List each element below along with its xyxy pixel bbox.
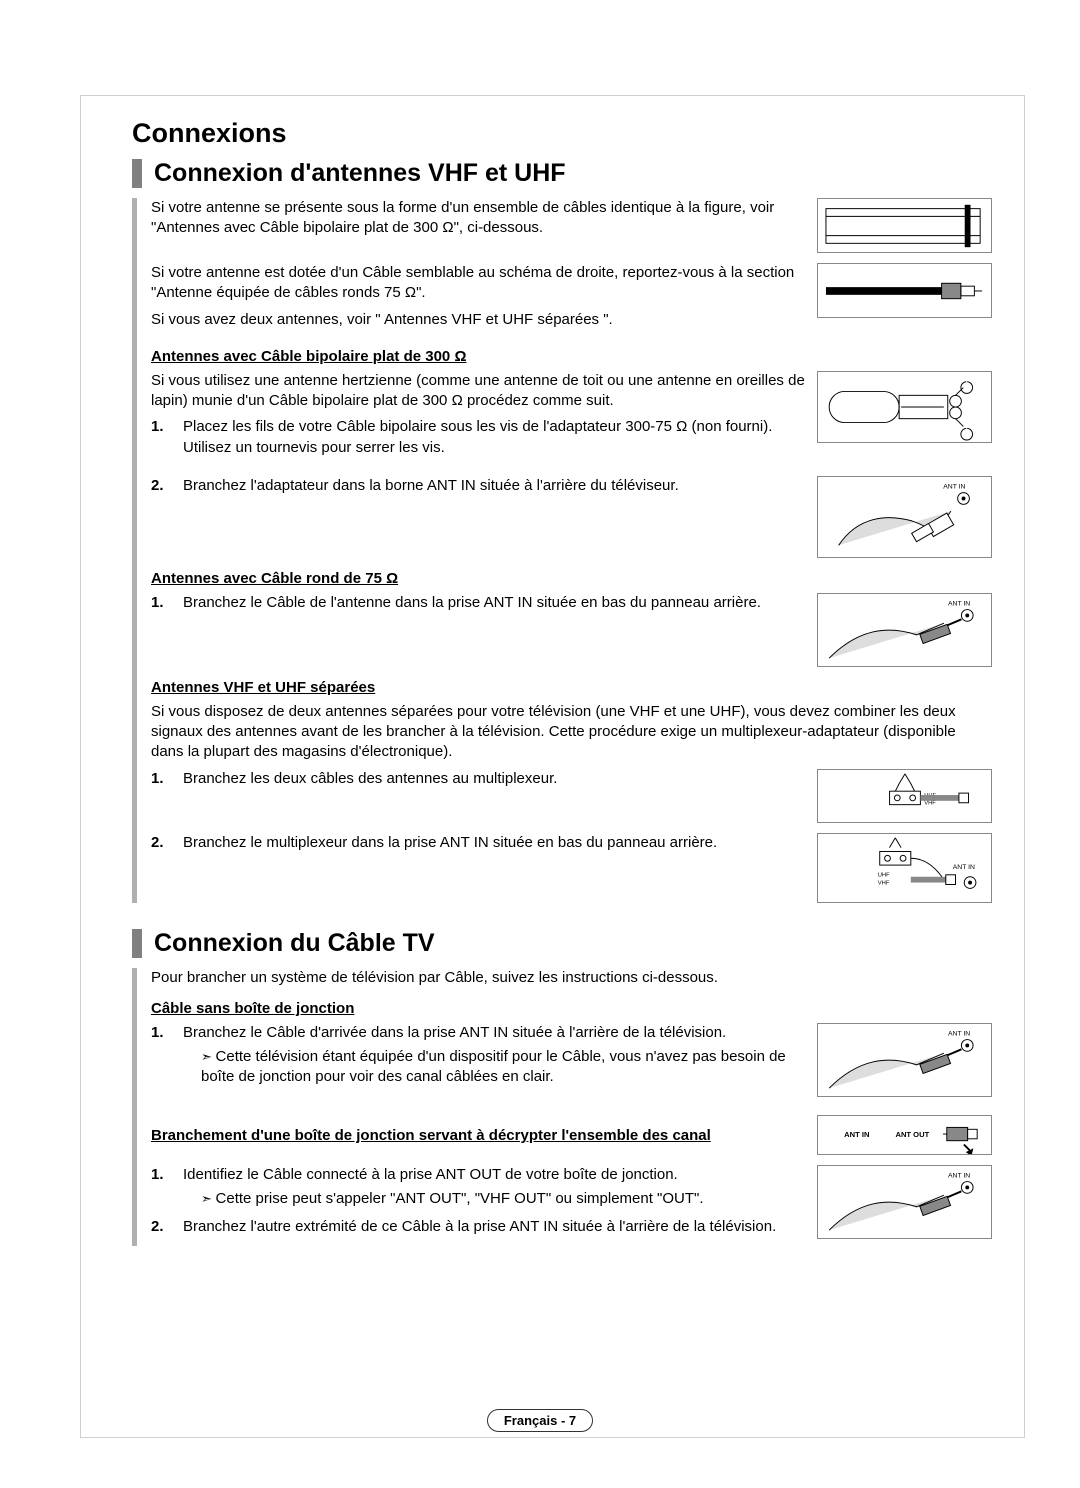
- subheading-with-box: Branchement d'une boîte de jonction serv…: [151, 1127, 805, 1144]
- step-number: 1.: [151, 1165, 183, 1210]
- step-text: Identifiez le Câble connecté à la prise …: [183, 1165, 805, 1210]
- svg-text:ANT IN: ANT IN: [953, 863, 975, 870]
- page-footer: Français - 7: [0, 1409, 1080, 1432]
- svg-text:ANT IN: ANT IN: [948, 1172, 970, 1179]
- list-item: 2. Branchez l'adaptateur dans la borne A…: [151, 476, 805, 496]
- svg-text:UHF: UHF: [878, 872, 890, 878]
- intro-paragraph-1: Si votre antenne se présente sous la for…: [151, 198, 805, 239]
- svg-text:ANT IN: ANT IN: [948, 1030, 970, 1037]
- list-item: 1. Branchez le Câble d'arrivée dans la p…: [151, 1023, 805, 1088]
- intro-paragraph-3: Si vous avez deux antennes, voir " Anten…: [151, 310, 805, 330]
- diagram-cablebox: ANT IN ANT OUT: [817, 1115, 992, 1155]
- svg-text:ANT IN: ANT IN: [844, 1130, 869, 1139]
- section-title-antennas: Connexion d'antennes VHF et UHF: [132, 159, 992, 188]
- step-number: 2.: [151, 1217, 183, 1237]
- list-item: 1. Identifiez le Câble connecté à la pri…: [151, 1165, 805, 1210]
- diagram-combiner: UHF VHF: [817, 769, 992, 823]
- section-title-cabletv: Connexion du Câble TV: [132, 929, 992, 958]
- step-number: 1.: [151, 769, 183, 789]
- diagram-hand-adapter-antin: ANT IN: [817, 476, 992, 558]
- diagram-round-cable: [817, 263, 992, 318]
- section2-intro: Pour brancher un système de télévision p…: [151, 968, 992, 988]
- list-item: 1. Placez les fils de votre Câble bipola…: [151, 417, 805, 458]
- subheading-300ohm: Antennes avec Câble bipolaire plat de 30…: [151, 348, 992, 365]
- step-text: Branchez les deux câbles des antennes au…: [183, 769, 805, 789]
- svg-text:ANT OUT: ANT OUT: [895, 1130, 929, 1139]
- list-item: 2. Branchez le multiplexeur dans la pris…: [151, 833, 805, 853]
- diagram-adapter-screws: [817, 371, 992, 443]
- list-item: 1. Branchez le Câble de l'antenne dans l…: [151, 593, 805, 613]
- diagram-hand-coax-antin: ANT IN: [817, 593, 992, 667]
- svg-text:VHF: VHF: [878, 880, 890, 886]
- page-number-pill: Français - 7: [487, 1409, 593, 1432]
- step-note: Cette télévision étant équipée d'un disp…: [183, 1047, 805, 1088]
- list-item: 2. Branchez l'autre extrémité de ce Câbl…: [151, 1217, 805, 1237]
- step-text: Branchez le Câble de l'antenne dans la p…: [183, 593, 805, 613]
- diagram-hand-cablebox-antin: ANT IN: [817, 1165, 992, 1239]
- step-text: Branchez l'adaptateur dans la borne ANT …: [183, 476, 805, 496]
- svg-text:ANT IN: ANT IN: [943, 483, 965, 490]
- step-text: Placez les fils de votre Câble bipolaire…: [183, 417, 805, 458]
- svg-text:VHF: VHF: [924, 800, 936, 806]
- diagram-hand-cable-antin: ANT IN: [817, 1023, 992, 1097]
- list-item: 1. Branchez les deux câbles des antennes…: [151, 769, 805, 789]
- subheading-separate-vhf-uhf: Antennes VHF et UHF séparées: [151, 679, 992, 696]
- diagram-combiner-antin: UHF VHF ANT IN: [817, 833, 992, 903]
- diagram-flat-cable: [817, 198, 992, 253]
- intro-paragraph-2: Si votre antenne est dotée d'un Câble se…: [151, 263, 805, 304]
- step-number: 1.: [151, 1023, 183, 1088]
- svg-text:ANT IN: ANT IN: [948, 600, 970, 607]
- subheading-no-box: Câble sans boîte de jonction: [151, 1000, 992, 1017]
- step-text: Branchez le Câble d'arrivée dans la pris…: [183, 1023, 805, 1088]
- step-number: 1.: [151, 417, 183, 458]
- chapter-title: Connexions: [132, 118, 992, 149]
- step-text: Branchez l'autre extrémité de ce Câble à…: [183, 1217, 805, 1237]
- step-text: Branchez le multiplexeur dans la prise A…: [183, 833, 805, 853]
- subheading-75ohm: Antennes avec Câble rond de 75 Ω: [151, 570, 992, 587]
- sub1-paragraph: Si vous utilisez une antenne hertzienne …: [151, 371, 805, 412]
- step-number: 2.: [151, 833, 183, 853]
- sub3-paragraph: Si vous disposez de deux antennes séparé…: [151, 702, 992, 763]
- step-number: 2.: [151, 476, 183, 496]
- step-note: Cette prise peut s'appeler "ANT OUT", "V…: [183, 1189, 805, 1209]
- step-number: 1.: [151, 593, 183, 613]
